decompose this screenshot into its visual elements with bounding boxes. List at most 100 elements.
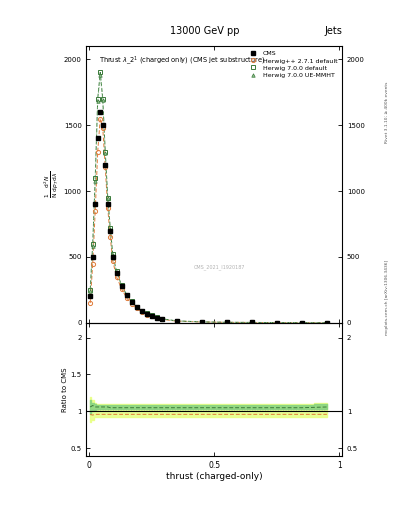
Herwig++ 2.7.1 default <box>144 311 149 317</box>
Herwig++ 2.7.1 default <box>274 319 279 326</box>
Herwig 7.0.0 UE-MMHT <box>129 298 134 305</box>
Herwig 7.0.0 UE-MMHT <box>124 292 129 298</box>
Herwig 7.0.0 default <box>325 319 329 326</box>
CMS <box>95 135 100 141</box>
Herwig 7.0.0 default <box>119 282 124 288</box>
CMS <box>159 316 164 322</box>
Herwig 7.0.0 default <box>88 287 93 293</box>
CMS <box>199 319 204 325</box>
CMS <box>134 304 139 310</box>
Herwig 7.0.0 UE-MMHT <box>159 316 164 322</box>
Herwig 7.0.0 default <box>224 319 229 325</box>
Herwig++ 2.7.1 default <box>95 148 100 155</box>
Line: Herwig++ 2.7.1 default: Herwig++ 2.7.1 default <box>88 117 329 325</box>
Herwig 7.0.0 default <box>110 251 115 258</box>
CMS <box>144 311 149 317</box>
Herwig 7.0.0 UE-MMHT <box>224 319 229 326</box>
Y-axis label: Ratio to CMS: Ratio to CMS <box>62 367 68 412</box>
CMS <box>110 254 115 260</box>
Herwig 7.0.0 UE-MMHT <box>105 195 110 201</box>
Herwig 7.0.0 default <box>174 318 179 324</box>
Herwig++ 2.7.1 default <box>88 300 93 306</box>
Herwig 7.0.0 default <box>90 241 95 247</box>
Herwig 7.0.0 default <box>139 308 144 314</box>
Herwig 7.0.0 default <box>250 319 254 326</box>
Herwig++ 2.7.1 default <box>139 309 144 315</box>
Herwig 7.0.0 UE-MMHT <box>93 178 97 184</box>
Herwig 7.0.0 UE-MMHT <box>134 304 139 310</box>
Herwig 7.0.0 default <box>299 319 304 326</box>
Herwig++ 2.7.1 default <box>129 301 134 307</box>
Herwig 7.0.0 UE-MMHT <box>325 319 329 326</box>
CMS <box>129 298 134 305</box>
Herwig 7.0.0 UE-MMHT <box>90 243 95 249</box>
Herwig 7.0.0 default <box>144 310 149 316</box>
Text: Jets: Jets <box>324 26 342 36</box>
Herwig 7.0.0 default <box>100 96 105 102</box>
Herwig++ 2.7.1 default <box>100 125 105 131</box>
CMS <box>98 109 103 115</box>
Herwig++ 2.7.1 default <box>159 316 164 323</box>
Text: 13000 GeV pp: 13000 GeV pp <box>170 26 239 36</box>
Herwig++ 2.7.1 default <box>134 305 139 311</box>
Herwig 7.0.0 UE-MMHT <box>98 72 103 78</box>
Herwig++ 2.7.1 default <box>154 315 159 321</box>
Herwig++ 2.7.1 default <box>93 208 97 214</box>
CMS <box>274 319 279 326</box>
Herwig++ 2.7.1 default <box>124 295 129 301</box>
Herwig++ 2.7.1 default <box>103 164 108 170</box>
Herwig++ 2.7.1 default <box>110 258 115 264</box>
Herwig 7.0.0 default <box>154 314 159 321</box>
CMS <box>88 293 93 300</box>
Herwig 7.0.0 default <box>149 312 154 318</box>
CMS <box>139 308 144 314</box>
Herwig 7.0.0 UE-MMHT <box>114 269 119 275</box>
Herwig 7.0.0 UE-MMHT <box>95 98 100 104</box>
CMS <box>154 314 159 321</box>
Herwig 7.0.0 UE-MMHT <box>108 225 113 231</box>
Y-axis label: $\frac{1}{\mathrm{N}}\,\frac{\mathrm{d}^2N}{\mathrm{d}p_T\,\mathrm{d}\lambda}$: $\frac{1}{\mathrm{N}}\,\frac{\mathrm{d}^… <box>43 171 61 198</box>
Herwig 7.0.0 UE-MMHT <box>119 283 124 289</box>
Herwig 7.0.0 default <box>95 96 100 102</box>
CMS <box>149 312 154 318</box>
Herwig++ 2.7.1 default <box>174 318 179 324</box>
CMS <box>105 201 110 207</box>
Line: CMS: CMS <box>88 110 329 325</box>
X-axis label: thrust (charged-only): thrust (charged-only) <box>166 472 263 481</box>
CMS <box>124 292 129 298</box>
Herwig++ 2.7.1 default <box>250 319 254 326</box>
Line: Herwig 7.0.0 default: Herwig 7.0.0 default <box>88 70 329 325</box>
Herwig 7.0.0 UE-MMHT <box>174 318 179 324</box>
Herwig 7.0.0 UE-MMHT <box>154 314 159 321</box>
Herwig++ 2.7.1 default <box>149 313 154 319</box>
CMS <box>100 122 105 128</box>
Herwig++ 2.7.1 default <box>98 116 103 122</box>
CMS <box>119 283 124 289</box>
Herwig 7.0.0 default <box>274 319 279 326</box>
Herwig 7.0.0 UE-MMHT <box>139 308 144 314</box>
Herwig++ 2.7.1 default <box>105 205 110 211</box>
Herwig++ 2.7.1 default <box>114 273 119 280</box>
Herwig 7.0.0 UE-MMHT <box>103 150 108 156</box>
Text: mcplots.cern.ch [arXiv:1306.3436]: mcplots.cern.ch [arXiv:1306.3436] <box>385 260 389 334</box>
Herwig 7.0.0 default <box>98 69 103 75</box>
CMS <box>224 319 229 326</box>
Herwig 7.0.0 default <box>199 319 204 325</box>
CMS <box>299 319 304 326</box>
Herwig 7.0.0 UE-MMHT <box>274 319 279 326</box>
Herwig 7.0.0 UE-MMHT <box>110 252 115 258</box>
Text: Rivet 3.1.10; ≥ 400k events: Rivet 3.1.10; ≥ 400k events <box>385 82 389 143</box>
Herwig 7.0.0 UE-MMHT <box>199 319 204 325</box>
Herwig 7.0.0 default <box>105 195 110 201</box>
Herwig 7.0.0 default <box>108 225 113 231</box>
CMS <box>103 162 108 168</box>
CMS <box>114 270 119 276</box>
Herwig 7.0.0 default <box>134 304 139 310</box>
CMS <box>93 201 97 207</box>
CMS <box>250 319 254 326</box>
Herwig++ 2.7.1 default <box>325 319 329 326</box>
CMS <box>325 319 329 326</box>
Text: Thrust $\lambda\_2^1$ (charged only) (CMS jet substructure): Thrust $\lambda\_2^1$ (charged only) (CM… <box>99 54 266 67</box>
Herwig 7.0.0 UE-MMHT <box>250 319 254 326</box>
Line: Herwig 7.0.0 UE-MMHT: Herwig 7.0.0 UE-MMHT <box>88 73 329 325</box>
